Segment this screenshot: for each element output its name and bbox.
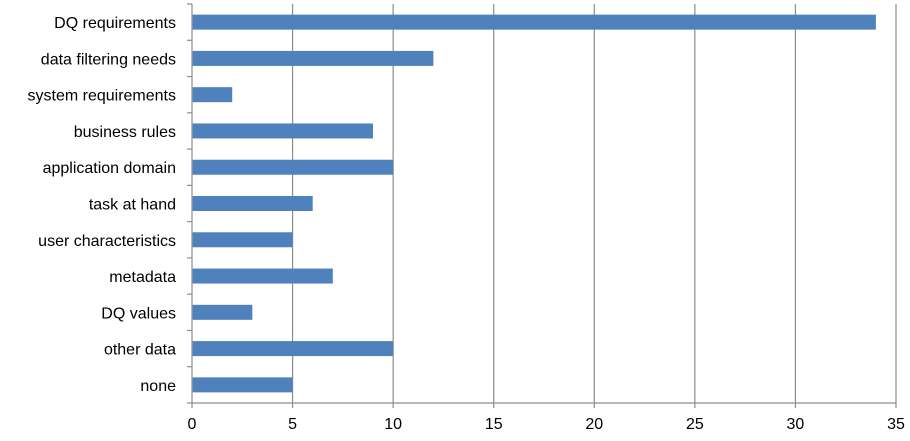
bar-layer <box>192 14 876 393</box>
category-label: business rules <box>74 124 176 141</box>
bar <box>192 123 374 139</box>
bar <box>192 377 293 393</box>
bar <box>192 341 394 357</box>
category-label: DQ requirements <box>54 15 176 32</box>
bar <box>192 87 233 103</box>
x-tick-label: 5 <box>288 416 297 433</box>
x-tick-label: 25 <box>686 416 704 433</box>
bar <box>192 304 253 320</box>
category-label: data filtering needs <box>41 51 176 68</box>
bar <box>192 268 333 284</box>
x-tick-label: 20 <box>585 416 603 433</box>
category-label: DQ values <box>101 305 176 322</box>
bar <box>192 14 876 30</box>
category-label: task at hand <box>89 197 176 214</box>
axis-layer <box>187 3 897 408</box>
x-tick-label: 0 <box>188 416 197 433</box>
x-tick-label: 30 <box>787 416 805 433</box>
category-label: none <box>140 378 176 395</box>
category-label: user characteristics <box>38 233 176 250</box>
bar <box>192 159 394 175</box>
bar <box>192 196 313 211</box>
category-label: system requirements <box>28 88 177 105</box>
x-tick-label: 10 <box>384 416 402 433</box>
category-label: other data <box>104 342 176 359</box>
label-layer: 0 5 10 15 20 25 30 35 DQ requirements data filter… <box>28 15 906 433</box>
category-label: application domain <box>43 160 176 177</box>
bar <box>192 50 434 66</box>
grid-layer <box>291 4 897 403</box>
x-tick-label: 35 <box>887 416 905 433</box>
bar <box>192 232 293 248</box>
x-tick-label: 15 <box>485 416 503 433</box>
category-label: metadata <box>109 269 176 286</box>
